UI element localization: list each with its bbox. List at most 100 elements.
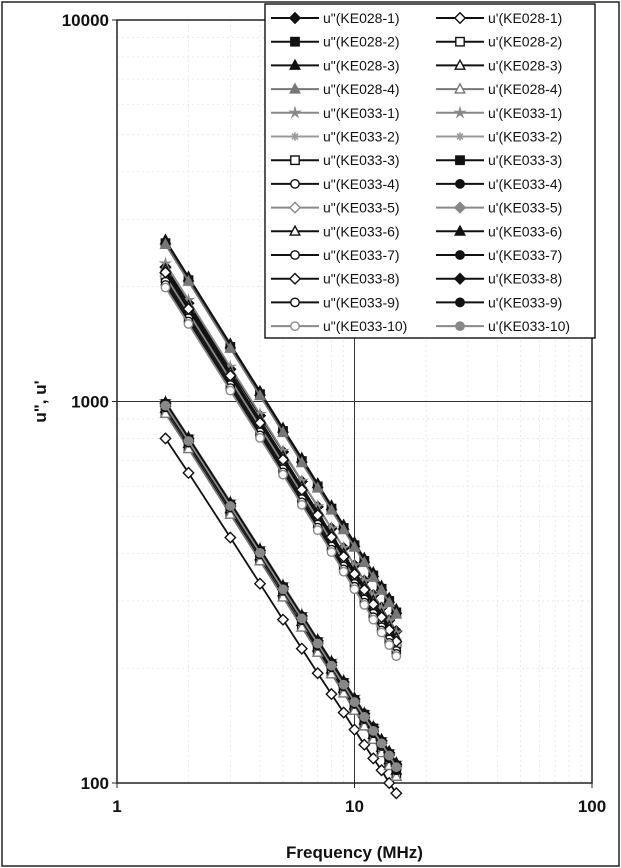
legend-marker [455, 297, 465, 308]
data-point [160, 282, 171, 293]
legend-marker [290, 178, 300, 189]
data-point [276, 453, 290, 466]
data-point [224, 341, 237, 353]
x-tick-label: 1 [112, 797, 121, 816]
legend-item: u'(KE033-7) [436, 247, 562, 263]
legend-marker [288, 272, 302, 285]
data-point [338, 566, 349, 577]
data-point [182, 302, 195, 316]
legend-marker [288, 11, 302, 25]
legend-marker [290, 321, 300, 331]
data-point [391, 762, 402, 773]
legend-item: u"(KE028-1) [271, 10, 400, 26]
data-point [159, 266, 172, 279]
data-point [311, 481, 324, 493]
legend-marker [290, 36, 300, 47]
legend-item: u"(KE033-2) [271, 129, 400, 145]
data-point [224, 369, 237, 382]
legend-label: u'(KE033-1) [488, 105, 562, 121]
data-point [390, 607, 403, 619]
data-point [296, 499, 307, 510]
series-27 [160, 400, 402, 773]
data-point [182, 274, 195, 286]
data-point [278, 469, 288, 480]
legend-label: u"(KE028-4) [323, 81, 400, 97]
data-point [325, 503, 338, 515]
legend-item: u"(KE028-2) [271, 34, 400, 50]
data-point [390, 769, 403, 782]
legend-item: u"(KE033-3) [271, 152, 400, 168]
legend-item: u'(KE028-1) [436, 10, 562, 26]
ticks-layer: 1 10 100 100 1000 10000 [62, 11, 606, 816]
data-point [254, 554, 266, 566]
legend-marker [455, 321, 465, 331]
grid-layer [117, 20, 592, 783]
legend-item: u'(KE028-2) [436, 34, 562, 50]
legend-label: u'(KE028-4) [488, 81, 562, 97]
legend-item: u"(KE033-6) [271, 223, 400, 239]
legend-marker [290, 132, 300, 141]
legend-label: u"(KE033-5) [323, 200, 400, 216]
legend-item: u"(KE033-7) [271, 247, 400, 263]
y-tick-label: 1000 [71, 393, 109, 412]
asterisk-stroke [291, 132, 299, 141]
data-point [359, 712, 370, 722]
data-point [359, 599, 370, 610]
series-11 [159, 266, 403, 648]
data-point [253, 416, 267, 430]
data-point [349, 697, 360, 707]
x-tick-label: 10 [345, 797, 364, 816]
data-point [367, 598, 380, 611]
legend-item: u"(KE028-4) [271, 81, 400, 97]
legend-item: u'(KE033-8) [436, 271, 562, 287]
legend-item: u'(KE033-5) [436, 200, 562, 216]
data-point [390, 787, 403, 800]
legend-label: u"(KE028-2) [323, 34, 400, 50]
y-tick-label: 100 [81, 774, 109, 793]
data-point [160, 400, 171, 411]
data-point [311, 508, 324, 522]
legend-marker [289, 224, 301, 236]
data-point [159, 432, 172, 445]
data-point [311, 645, 324, 657]
data-point [349, 584, 360, 595]
legend-label: u"(KE033-10) [323, 318, 407, 334]
legend-marker [455, 132, 465, 141]
legend-marker [454, 224, 466, 236]
data-point [368, 725, 379, 736]
legend-label: u'(KE028-3) [488, 57, 562, 73]
legend-marker [454, 58, 466, 70]
data-point [358, 583, 371, 596]
data-point [337, 523, 350, 535]
legend-item: u"(KE033-4) [271, 176, 400, 192]
legend-label: u'(KE033-3) [488, 152, 562, 168]
legend-label: u"(KE033-2) [323, 129, 400, 145]
data-point [295, 642, 309, 655]
data-point [376, 627, 387, 638]
data-point [358, 738, 371, 751]
data-point [224, 531, 237, 544]
legend-label: u'(KE033-10) [488, 318, 570, 334]
data-point [326, 547, 337, 557]
data-point [376, 738, 387, 749]
data-point [225, 501, 236, 511]
legend-item: u'(KE033-9) [436, 294, 562, 310]
legend-marker [455, 250, 465, 260]
data-point [367, 570, 380, 582]
legend-marker [289, 58, 301, 70]
legend-label: u'(KE033-9) [488, 294, 562, 310]
data-point [183, 319, 194, 329]
legend-label: u"(KE028-1) [323, 10, 400, 26]
legend: u"(KE028-1) u"(KE028-2) u"(KE028-3) u"(KE02… [264, 3, 596, 339]
legend-item: u'(KE033-3) [436, 152, 562, 168]
data-point [391, 651, 402, 662]
data-point [255, 548, 265, 558]
series-3 [159, 237, 403, 619]
asterisk-stroke [456, 132, 464, 141]
legend-item: u"(KE033-5) [271, 200, 400, 216]
legend-label: u'(KE033-5) [488, 200, 562, 216]
legend-marker [288, 201, 302, 214]
legend-marker [453, 11, 467, 25]
data-point [325, 667, 338, 679]
legend-label: u'(KE033-6) [488, 223, 562, 239]
